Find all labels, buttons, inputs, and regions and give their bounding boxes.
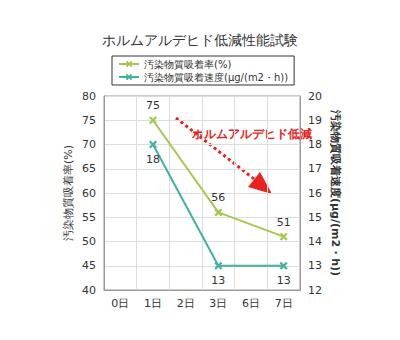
svg-text:17: 17 xyxy=(308,162,322,175)
svg-text:55: 55 xyxy=(82,211,96,224)
svg-text:13: 13 xyxy=(308,259,322,272)
svg-text:汚染物質吸着率(%): 汚染物質吸着率(%) xyxy=(144,59,231,70)
svg-text:ホルムアルデヒド低減: ホルムアルデヒド低減 xyxy=(191,127,312,141)
svg-text:13: 13 xyxy=(277,274,291,287)
svg-text:19: 19 xyxy=(308,114,322,127)
svg-text:汚染物質吸着速度(μg/(m2・h)): 汚染物質吸着速度(μg/(m2・h)) xyxy=(329,109,342,276)
svg-text:51: 51 xyxy=(277,216,291,229)
svg-text:56: 56 xyxy=(211,191,225,204)
svg-text:18: 18 xyxy=(146,153,160,166)
svg-text:75: 75 xyxy=(146,99,160,112)
svg-text:15: 15 xyxy=(308,211,322,224)
svg-text:18: 18 xyxy=(308,138,322,151)
svg-text:0日: 0日 xyxy=(111,297,129,310)
svg-text:45: 45 xyxy=(82,259,96,272)
svg-text:80: 80 xyxy=(82,90,96,103)
svg-text:50: 50 xyxy=(82,235,96,248)
svg-text:2日: 2日 xyxy=(177,297,195,310)
svg-text:7日: 7日 xyxy=(275,297,293,310)
svg-text:40: 40 xyxy=(82,284,96,297)
svg-text:70: 70 xyxy=(82,138,96,151)
svg-text:16: 16 xyxy=(308,187,322,200)
svg-text:75: 75 xyxy=(82,114,96,127)
svg-text:65: 65 xyxy=(82,162,96,175)
svg-text:ホルムアルデヒド低減性能試験: ホルムアルデヒド低減性能試験 xyxy=(102,32,298,48)
svg-text:汚染物質吸着率(%): 汚染物質吸着率(%) xyxy=(62,145,75,241)
svg-text:12: 12 xyxy=(308,284,322,297)
svg-text:1日: 1日 xyxy=(144,297,162,310)
svg-text:3日: 3日 xyxy=(209,297,227,310)
svg-text:13: 13 xyxy=(211,274,225,287)
svg-text:60: 60 xyxy=(82,187,96,200)
svg-text:14: 14 xyxy=(308,235,322,248)
svg-text:6日: 6日 xyxy=(242,297,260,310)
svg-text:20: 20 xyxy=(308,90,322,103)
svg-text:汚染物質吸着速度(μg/(m2・h)): 汚染物質吸着速度(μg/(m2・h)) xyxy=(144,72,288,83)
